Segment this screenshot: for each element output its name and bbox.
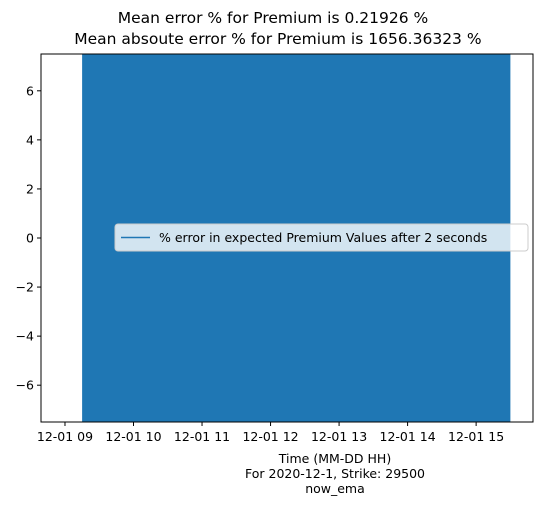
chart-title-line-1: Mean error % for Premium is 0.21926 % <box>117 9 429 27</box>
x-axis-sublabel-1: For 2020-12-1, Strike: 29500 <box>244 466 426 481</box>
y-tick-label: 6 <box>26 83 34 98</box>
y-tick-label: −6 <box>16 378 34 393</box>
chart-title-line-2: Mean absoute error % for Premium is 1656… <box>64 30 482 48</box>
x-axis-sublabel-2: now_ema <box>305 481 365 496</box>
y-tick-label: 2 <box>26 181 34 196</box>
y-tick-label: −2 <box>16 280 34 295</box>
legend-label: % error in expected Premium Values after… <box>159 230 487 245</box>
y-tick-label: 4 <box>26 132 34 147</box>
x-tick-label: 12-01 10 <box>105 429 161 444</box>
x-axis-label: Time (MM-DD HH) <box>278 451 392 466</box>
x-tick-label: 12-01 11 <box>174 429 230 444</box>
y-tick-label: 0 <box>26 231 34 246</box>
x-tick-label: 12-01 13 <box>311 429 367 444</box>
x-tick-label: 12-01 09 <box>37 429 93 444</box>
legend-box <box>114 223 529 252</box>
x-tick-label: 12-01 12 <box>242 429 298 444</box>
y-tick-label: −4 <box>16 329 34 344</box>
x-tick-label: 12-01 15 <box>448 429 504 444</box>
x-tick-label: 12-01 14 <box>380 429 436 444</box>
